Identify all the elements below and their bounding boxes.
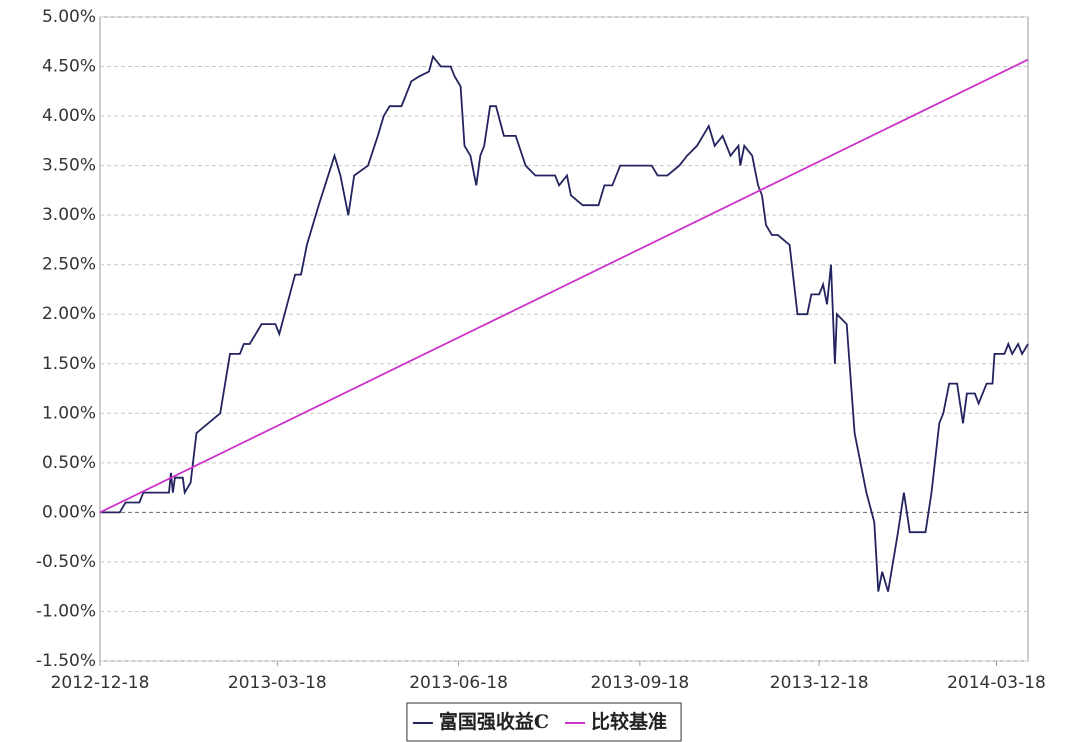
y-tick-label: 2.00% [42,304,96,324]
y-tick-label: 3.00% [42,205,96,225]
y-tick-label: 2.50% [42,255,96,275]
series-line [99,58,1029,514]
y-tick-label: 0.50% [42,453,96,473]
y-tick-label: -1.00% [36,601,96,621]
y-tick-label: 1.00% [42,403,96,423]
legend-box [406,702,682,742]
y-tick-label: 4.00% [42,106,96,126]
x-tick-label: 2013-06-18 [409,673,508,693]
series-line [100,54,1029,592]
y-tick-label: 1.50% [42,354,96,374]
y-tick-label: 5.00% [42,7,96,27]
y-tick-label: -1.50% [36,651,96,671]
plot-frame [99,16,1029,662]
x-tick-label: 2013-09-18 [590,673,689,693]
x-tick-label: 2013-12-18 [770,673,869,693]
y-tick-label: -0.50% [36,552,96,572]
x-tick-label: 2013-03-18 [228,673,327,693]
legend: 富国强收益C 比较基准 [406,702,682,742]
y-tick-label: 0.00% [42,502,96,522]
y-tick-label: 4.50% [42,57,96,77]
legend-label: 比较基准 [591,710,667,733]
legend-label: 富国强收益C [439,710,549,733]
x-tick-label: 2014-03-18 [947,673,1046,693]
y-tick-label: 3.50% [42,156,96,176]
x-tick-label: 2012-12-18 [51,673,150,693]
